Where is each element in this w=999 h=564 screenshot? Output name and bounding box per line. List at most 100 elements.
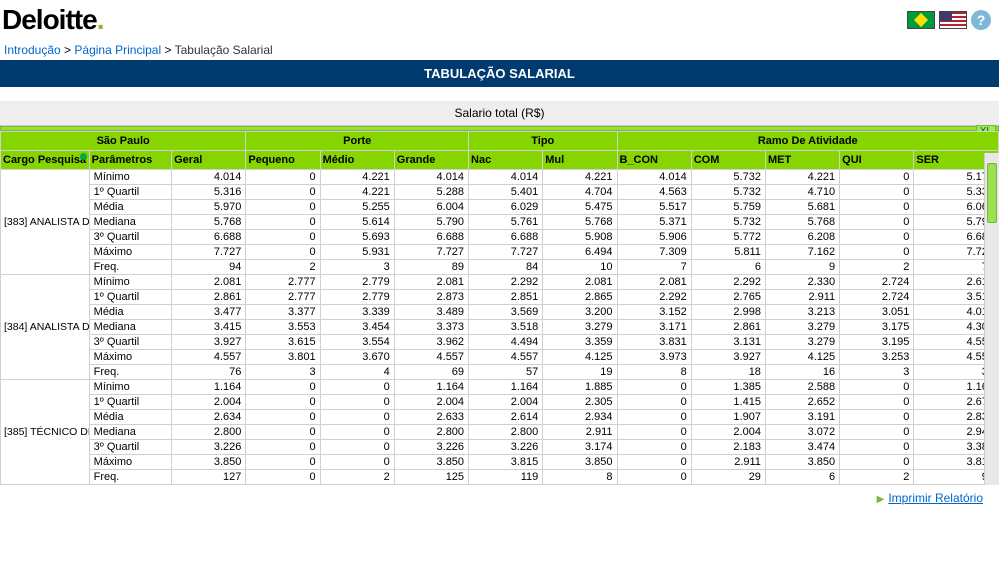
col-header[interactable]: Parâmetros: [89, 151, 171, 170]
value-cell: 2.861: [172, 290, 246, 305]
value-cell: 3.279: [765, 335, 839, 350]
value-cell: 2: [320, 470, 394, 485]
value-cell: 18: [691, 365, 765, 380]
value-cell: 1.385: [691, 380, 765, 395]
value-cell: 3.226: [394, 440, 468, 455]
value-cell: 7.162: [765, 245, 839, 260]
col-header[interactable]: COM: [691, 151, 765, 170]
col-header[interactable]: Grande: [394, 151, 468, 170]
col-header[interactable]: B_CON: [617, 151, 691, 170]
value-cell: 5.768: [543, 215, 617, 230]
value-cell: 3.415: [172, 320, 246, 335]
col-header[interactable]: MET: [765, 151, 839, 170]
value-cell: 5.768: [172, 215, 246, 230]
vertical-scrollbar[interactable]: [984, 153, 999, 485]
param-cell: Mínimo: [89, 170, 171, 185]
value-cell: 3.801: [246, 350, 320, 365]
value-cell: 0: [617, 455, 691, 470]
value-cell: 4.557: [394, 350, 468, 365]
value-cell: 5.790: [394, 215, 468, 230]
value-cell: 6: [765, 470, 839, 485]
value-cell: 2.911: [543, 425, 617, 440]
breadcrumb-intro[interactable]: Introdução: [4, 43, 61, 57]
table-row: Mediana5.76805.6145.7905.7615.7685.3715.…: [1, 215, 999, 230]
value-cell: 8: [617, 365, 691, 380]
value-cell: 2.800: [394, 425, 468, 440]
value-cell: 0: [617, 410, 691, 425]
value-cell: 0: [840, 245, 914, 260]
value-cell: 4.557: [469, 350, 543, 365]
value-cell: 5.732: [691, 215, 765, 230]
value-cell: 2.004: [394, 395, 468, 410]
value-cell: 5.517: [617, 200, 691, 215]
flag-us-icon[interactable]: [939, 11, 967, 29]
value-cell: 2.081: [394, 275, 468, 290]
col-header[interactable]: Médio: [320, 151, 394, 170]
value-cell: 1.164: [469, 380, 543, 395]
value-cell: 2.183: [691, 440, 765, 455]
value-cell: 2.633: [394, 410, 468, 425]
value-cell: 4.221: [765, 170, 839, 185]
value-cell: 5.371: [617, 215, 691, 230]
value-cell: 0: [840, 440, 914, 455]
value-cell: 3.213: [765, 305, 839, 320]
value-cell: 5.759: [691, 200, 765, 215]
value-cell: 3.850: [543, 455, 617, 470]
value-cell: 29: [691, 470, 765, 485]
salary-table: São PauloPorteTipoRamo De Atividade Carg…: [0, 131, 999, 485]
scroll-thumb[interactable]: [987, 163, 997, 223]
col-header[interactable]: Geral: [172, 151, 246, 170]
value-cell: 0: [246, 200, 320, 215]
param-cell: Máximo: [89, 455, 171, 470]
value-cell: 2.634: [172, 410, 246, 425]
col-header[interactable]: Mul: [543, 151, 617, 170]
value-cell: 2.081: [617, 275, 691, 290]
table-row: [385] TÉCNICO DE INFORMÁTICAMínimo1.1640…: [1, 380, 999, 395]
param-cell: Freq.: [89, 260, 171, 275]
value-cell: 5.908: [543, 230, 617, 245]
value-cell: 10: [543, 260, 617, 275]
value-cell: 2.779: [320, 290, 394, 305]
value-cell: 1.415: [691, 395, 765, 410]
table-row: Freq.9423898410769270: [1, 260, 999, 275]
table-row: 3º Quartil3.9273.6153.5543.9624.4943.359…: [1, 335, 999, 350]
value-cell: 2.777: [246, 275, 320, 290]
subtitle: Salario total (R$): [0, 101, 999, 126]
param-cell: Máximo: [89, 350, 171, 365]
logo-dot: .: [97, 4, 104, 35]
value-cell: 2.765: [691, 290, 765, 305]
value-cell: 119: [469, 470, 543, 485]
value-cell: 3.174: [543, 440, 617, 455]
value-cell: 2.800: [172, 425, 246, 440]
value-cell: 3.518: [469, 320, 543, 335]
value-cell: 0: [840, 200, 914, 215]
col-header[interactable]: Cargo Pesquisa: [1, 151, 90, 170]
value-cell: 2.865: [543, 290, 617, 305]
value-cell: 3.175: [840, 320, 914, 335]
value-cell: 2: [840, 470, 914, 485]
value-cell: 0: [246, 245, 320, 260]
page-title: TABULAÇÃO SALARIAL: [0, 60, 999, 87]
value-cell: 3.615: [246, 335, 320, 350]
salary-table-wrap: São PauloPorteTipoRamo De Atividade Carg…: [0, 131, 999, 485]
value-cell: 3.850: [172, 455, 246, 470]
col-header[interactable]: Nac: [469, 151, 543, 170]
value-cell: 6.494: [543, 245, 617, 260]
param-cell: Mediana: [89, 320, 171, 335]
value-cell: 0: [840, 455, 914, 470]
value-cell: 3.553: [246, 320, 320, 335]
value-cell: 3.927: [691, 350, 765, 365]
col-header[interactable]: Pequeno: [246, 151, 320, 170]
value-cell: 4.557: [172, 350, 246, 365]
flag-br-icon[interactable]: [907, 11, 935, 29]
col-header[interactable]: QUI: [840, 151, 914, 170]
value-cell: 2.779: [320, 275, 394, 290]
value-cell: 2.800: [469, 425, 543, 440]
value-cell: 2.004: [691, 425, 765, 440]
help-icon[interactable]: ?: [971, 10, 991, 30]
breadcrumb-main[interactable]: Página Principal: [74, 43, 161, 57]
value-cell: 125: [394, 470, 468, 485]
value-cell: 89: [394, 260, 468, 275]
value-cell: 1.164: [394, 380, 468, 395]
print-report-link[interactable]: Imprimir Relatório: [888, 491, 983, 505]
